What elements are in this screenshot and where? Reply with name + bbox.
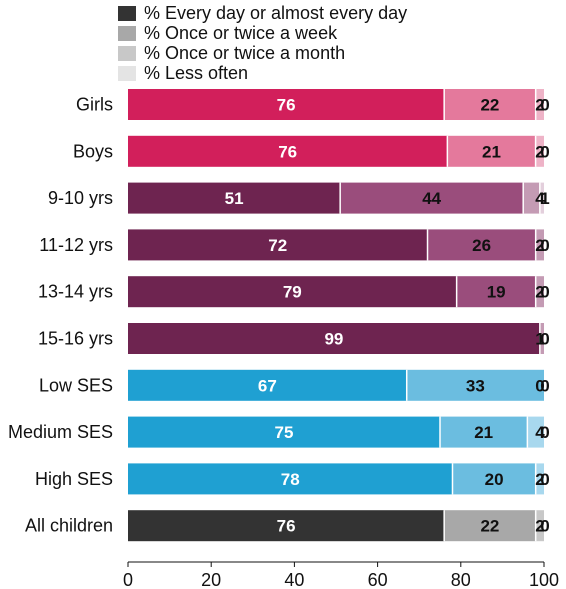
value-label: 4 [535,423,545,442]
bar-segment [539,323,544,354]
legend-swatch [118,5,136,21]
x-tick-label: 20 [201,570,221,589]
category-label: 13-14 yrs [38,282,113,302]
value-label: 76 [278,142,297,161]
value-label: 2 [535,283,544,302]
bar-segment [128,369,407,401]
value-label: 21 [474,423,493,442]
bar-segment [128,89,445,120]
x-tick-label: 60 [368,570,388,589]
bar-segment [535,510,544,542]
value-label: 19 [487,283,506,302]
legend-swatch [118,45,136,61]
value-label: 26 [472,236,491,255]
category-label: 9-10 yrs [48,188,113,208]
bar-segment [128,323,540,354]
value-label: 0 [535,376,544,395]
bar-segment [535,463,544,495]
value-label: 20 [485,470,504,489]
legend-label: % Once or twice a week [144,22,338,43]
legend-item: % Once or twice a week [118,23,407,43]
value-label: 2 [535,96,544,115]
value-label: 72 [268,236,287,255]
x-tick-label: 0 [123,570,133,589]
bar-segment [128,463,453,495]
value-label: 0 [540,517,549,536]
legend-item: % Less often [118,63,407,83]
category-label: All children [25,516,113,536]
bar-segment [535,89,544,120]
legend-label: % Once or twice a month [144,42,346,63]
x-tick-label: 80 [451,570,471,589]
value-label: 22 [480,517,499,536]
bar-segment [535,276,544,308]
value-label: 44 [422,189,441,208]
value-label: 0 [540,142,549,161]
value-label: 78 [281,470,300,489]
value-label: 0 [540,330,549,349]
category-label: Low SES [39,375,113,395]
value-label: 1 [535,330,544,349]
value-label: 21 [482,142,501,161]
value-label: 76 [277,96,296,115]
bar-segment [456,276,536,308]
value-label: 22 [480,96,499,115]
bar-segment [539,182,544,214]
bar-segment [128,182,341,214]
bar-segment [444,510,536,542]
value-label: 0 [540,96,549,115]
x-tick-label: 100 [529,570,559,589]
x-tick-label: 40 [284,570,304,589]
value-label: 2 [535,470,544,489]
bar-segment [535,135,544,167]
category-label: Boys [73,141,113,161]
bar-segment [447,135,536,167]
value-label: 99 [324,330,343,349]
value-label: 75 [275,423,294,442]
legend-item: % Every day or almost every day [118,3,407,23]
value-label: 0 [540,283,549,302]
bar-segment [340,182,524,214]
value-label: 33 [466,376,485,395]
value-label: 67 [258,376,277,395]
legend-label: % Less often [144,62,249,83]
value-label: 76 [277,517,296,536]
bar-segment [128,416,440,448]
bar-segment [406,369,544,401]
category-label: Medium SES [8,422,113,442]
value-label: 79 [283,283,302,302]
bar-segment [128,510,445,542]
bar-segment [444,89,536,120]
legend-item: % Once or twice a month [118,43,407,63]
bar-segment [523,182,540,214]
legend-swatch [118,65,136,81]
bar-segment [128,229,428,261]
value-label: 51 [225,189,244,208]
value-label: 2 [535,142,544,161]
chart-legend: % Every day or almost every day% Once or… [118,3,407,83]
value-label: 2 [535,517,544,536]
bar-segment [452,463,536,495]
value-label: 1 [540,189,549,208]
value-label: 4 [535,189,545,208]
bar-segment [427,229,536,261]
bar-segment [535,229,544,261]
bar-segment [128,135,448,167]
category-label: 11-12 yrs [39,235,113,255]
category-label: Girls [76,95,113,115]
value-label: 2 [535,236,544,255]
bar-segment [128,276,457,308]
value-label: 0 [540,470,549,489]
value-label: 0 [540,236,549,255]
legend-swatch [118,25,136,41]
bar-segment [440,416,528,448]
category-label: 15-16 yrs [38,329,113,349]
legend-label: % Every day or almost every day [144,2,408,23]
value-label: 0 [540,376,549,395]
category-label: High SES [35,469,113,489]
bar-segment [527,416,544,448]
value-label: 0 [540,423,549,442]
